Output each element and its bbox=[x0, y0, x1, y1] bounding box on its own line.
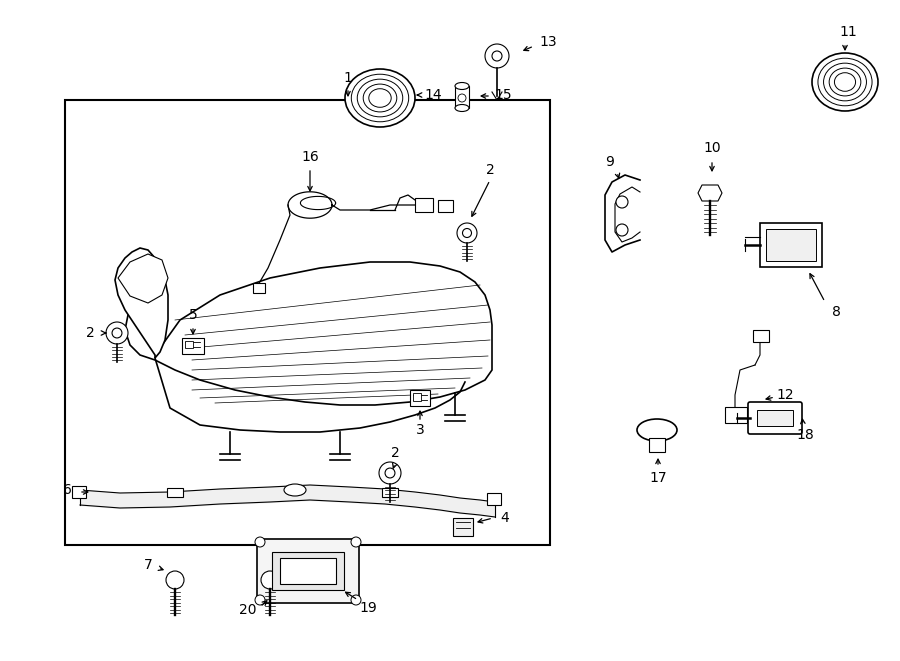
Bar bbox=[415, 198, 433, 212]
Text: 15: 15 bbox=[494, 88, 512, 102]
Ellipse shape bbox=[812, 53, 878, 111]
Text: 2: 2 bbox=[391, 446, 400, 460]
Text: 8: 8 bbox=[832, 305, 841, 319]
Circle shape bbox=[351, 537, 361, 547]
Ellipse shape bbox=[284, 484, 306, 496]
Circle shape bbox=[457, 223, 477, 243]
Text: 5: 5 bbox=[189, 308, 197, 322]
Text: 2: 2 bbox=[486, 163, 494, 177]
Bar bbox=[453, 518, 473, 536]
Ellipse shape bbox=[637, 419, 677, 441]
Circle shape bbox=[485, 44, 509, 68]
Ellipse shape bbox=[345, 69, 415, 127]
Text: 13: 13 bbox=[539, 35, 557, 49]
Text: 19: 19 bbox=[359, 601, 377, 615]
Bar bbox=[649, 438, 665, 452]
Bar bbox=[272, 552, 344, 590]
Polygon shape bbox=[698, 185, 722, 201]
Ellipse shape bbox=[369, 89, 392, 107]
Circle shape bbox=[166, 571, 184, 589]
Text: 10: 10 bbox=[703, 141, 721, 155]
Text: 11: 11 bbox=[839, 25, 857, 39]
Bar bbox=[253, 283, 265, 293]
Ellipse shape bbox=[455, 104, 469, 112]
Bar bbox=[185, 341, 193, 348]
Polygon shape bbox=[115, 248, 168, 358]
Circle shape bbox=[616, 196, 628, 208]
Circle shape bbox=[492, 51, 502, 61]
Bar bbox=[438, 200, 453, 212]
Bar bbox=[182, 338, 204, 354]
Bar bbox=[725, 407, 747, 423]
Polygon shape bbox=[125, 262, 492, 405]
Circle shape bbox=[351, 595, 361, 605]
Bar bbox=[72, 486, 86, 498]
Bar bbox=[280, 558, 336, 584]
Bar bbox=[487, 493, 501, 505]
Text: 1: 1 bbox=[344, 71, 353, 85]
Circle shape bbox=[379, 462, 401, 484]
FancyBboxPatch shape bbox=[257, 539, 359, 603]
Text: 2: 2 bbox=[86, 326, 94, 340]
Text: 7: 7 bbox=[144, 558, 152, 572]
Ellipse shape bbox=[455, 83, 469, 89]
Circle shape bbox=[463, 229, 472, 237]
Text: 20: 20 bbox=[239, 603, 256, 617]
Circle shape bbox=[255, 595, 265, 605]
Ellipse shape bbox=[834, 73, 856, 91]
Circle shape bbox=[255, 537, 265, 547]
Bar bbox=[410, 390, 430, 406]
Circle shape bbox=[261, 571, 279, 589]
Text: 3: 3 bbox=[416, 423, 425, 437]
Bar bbox=[167, 488, 183, 497]
Bar bbox=[753, 330, 769, 342]
Circle shape bbox=[385, 468, 395, 478]
FancyBboxPatch shape bbox=[748, 402, 802, 434]
Text: 6: 6 bbox=[63, 483, 71, 497]
Text: 12: 12 bbox=[776, 388, 794, 402]
Text: 9: 9 bbox=[606, 155, 615, 169]
Bar bbox=[455, 86, 469, 108]
Circle shape bbox=[106, 322, 128, 344]
Polygon shape bbox=[118, 254, 168, 303]
Text: 18: 18 bbox=[796, 428, 814, 442]
Text: 17: 17 bbox=[649, 471, 667, 485]
Circle shape bbox=[458, 94, 466, 102]
Text: 4: 4 bbox=[500, 511, 509, 525]
Bar bbox=[760, 223, 822, 267]
Bar bbox=[757, 410, 793, 426]
Text: 14: 14 bbox=[424, 88, 442, 102]
Bar bbox=[382, 488, 398, 497]
Bar bbox=[766, 229, 816, 261]
Circle shape bbox=[616, 224, 628, 236]
Circle shape bbox=[112, 328, 122, 338]
Text: 16: 16 bbox=[302, 150, 319, 164]
Bar bbox=[413, 393, 421, 401]
Bar bbox=[65, 100, 550, 545]
